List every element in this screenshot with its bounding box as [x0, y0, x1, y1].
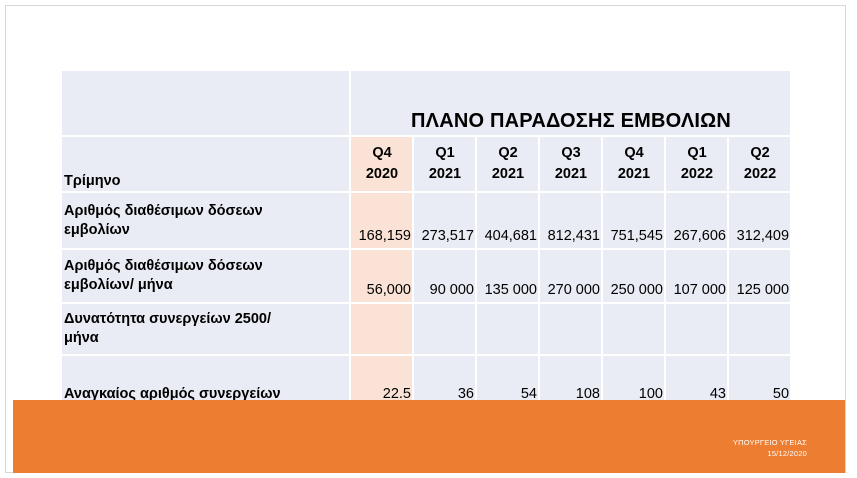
table-cell: 43: [664, 354, 729, 408]
table-cell: 404,681: [475, 191, 540, 250]
table-cell: [601, 302, 666, 356]
quarter-code: Q2: [750, 145, 770, 161]
table-row: Αναγκαίος αριθμός συνεργείων 22.5 36 54 …: [60, 354, 793, 408]
table-cell: 125 000: [726, 248, 793, 304]
quarter-header: Q2 2022: [726, 135, 793, 193]
table-title: ΠΛΑΝΟ ΠΑΡΑΔΟΣΗΣ ΕΜΒΟΛΙΩΝ: [348, 69, 793, 137]
table-cell: [726, 302, 793, 356]
row-label-line: εμβολίων: [64, 221, 130, 238]
quarter-code: Q4: [372, 145, 392, 161]
quarter-year: 2021: [491, 166, 525, 182]
quarter-code: Q1: [435, 145, 455, 161]
quarter-header-label: Τρίμηνο: [60, 135, 351, 193]
table-row: Αριθμός διαθέσιμων δόσεων εμβολίων 168,15…: [60, 191, 793, 250]
footer: ΥΠΟΥΡΓΕΙΟ ΥΓΕΙΑΣ 15/12/2020: [733, 437, 807, 459]
table-cell: 50: [726, 354, 793, 408]
quarter-year: 2020: [365, 166, 399, 182]
row-label-line: Δυνατότητα συνεργείων 2500/: [64, 311, 271, 327]
row-label: Αριθμός διαθέσιμων δόσεων εμβολίων: [60, 191, 351, 250]
quarter-code: Q2: [498, 145, 518, 161]
table-cell: 107 000: [664, 248, 729, 304]
row-label: Δυνατότητα συνεργείων 2500/μήνα: [60, 302, 351, 356]
header-row: Τρίμηνο Q4 2020 Q1 2021 Q2 2021 Q3 2021 Q4 20…: [60, 135, 793, 193]
footer-band: ΥΠΟΥΡΓΕΙΟ ΥΓΕΙΑΣ 15/12/2020: [13, 400, 845, 473]
table-cell: [412, 302, 477, 356]
table-cell: 90 000: [412, 248, 477, 304]
quarter-header: Q4 2021: [601, 135, 666, 193]
table-cell: [349, 302, 414, 356]
table-cell: 812,431: [538, 191, 603, 250]
row-label-line: Αριθμός διαθέσιμων δόσεων: [64, 202, 263, 219]
quarter-header: Q1 2022: [664, 135, 729, 193]
quarter-header: Q3 2021: [538, 135, 603, 193]
corner-cell: [60, 69, 351, 137]
table-cell: 267,606: [664, 191, 729, 250]
quarter-year: 2022: [680, 166, 714, 182]
table-cell: 273,517: [412, 191, 477, 250]
quarter-header: Q2 2021: [475, 135, 540, 193]
quarter-year: 2022: [743, 166, 777, 182]
quarter-year: 2021: [428, 166, 462, 182]
table-cell: 56,000: [349, 248, 414, 304]
table-cell: 270 000: [538, 248, 603, 304]
quarter-code: Q3: [561, 145, 581, 161]
vaccine-plan-table: ΠΛΑΝΟ ΠΑΡΑΔΟΣΗΣ ΕΜΒΟΛΙΩΝ Τρίμηνο Q4 2020 …: [60, 69, 793, 408]
table-cell: 312,409: [726, 191, 793, 250]
table-cell: 751,545: [601, 191, 666, 250]
table-cell: 22.5: [349, 354, 414, 408]
table-cell: 108: [538, 354, 603, 408]
quarter-header: Q4 2020: [349, 135, 414, 193]
title-row: ΠΛΑΝΟ ΠΑΡΑΔΟΣΗΣ ΕΜΒΟΛΙΩΝ: [60, 69, 793, 137]
footer-date: 15/12/2020: [767, 449, 807, 458]
table-row: Δυνατότητα συνεργείων 2500/μήνα: [60, 302, 793, 356]
row-label-line: Αριθμός διαθέσιμων δόσεων: [64, 258, 263, 274]
quarter-code: Q1: [687, 145, 707, 161]
table-row: Αριθμός διαθέσιμων δόσεων εμβολίων/ μήνα …: [60, 248, 793, 304]
table-cell: 250 000: [601, 248, 666, 304]
footer-organization: ΥΠΟΥΡΓΕΙΟ ΥΓΕΙΑΣ: [732, 438, 807, 447]
slide: ΠΛΑΝΟ ΠΑΡΑΔΟΣΗΣ ΕΜΒΟΛΙΩΝ Τρίμηνο Q4 2020 …: [5, 5, 846, 473]
quarter-code: Q4: [624, 145, 644, 161]
row-label: Αριθμός διαθέσιμων δόσεων εμβολίων/ μήνα: [60, 248, 351, 304]
quarter-header: Q1 2021: [412, 135, 477, 193]
row-label: Αναγκαίος αριθμός συνεργείων: [60, 354, 351, 408]
table-cell: [475, 302, 540, 356]
row-label-line: μήνα: [64, 330, 99, 346]
table-cell: 100: [601, 354, 666, 408]
table-cell: [538, 302, 603, 356]
quarter-year: 2021: [617, 166, 651, 182]
table-cell: 54: [475, 354, 540, 408]
table-cell: 135 000: [475, 248, 540, 304]
quarter-year: 2021: [554, 166, 588, 182]
table-cell: 168,159: [349, 191, 414, 250]
table-cell: [664, 302, 729, 356]
row-label-line: εμβολίων/ μήνα: [64, 277, 173, 293]
